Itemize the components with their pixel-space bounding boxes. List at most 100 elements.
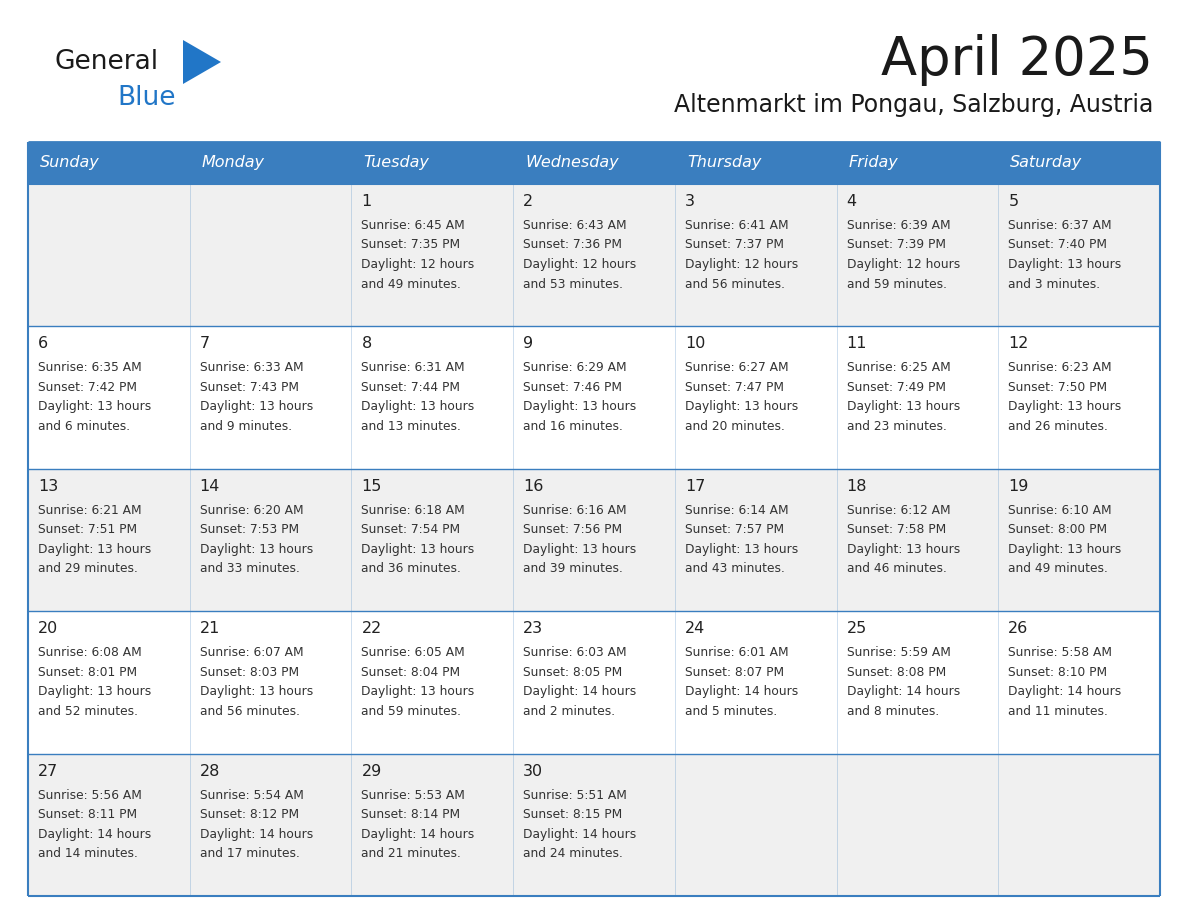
Text: Sunrise: 6:03 AM: Sunrise: 6:03 AM [523, 646, 627, 659]
Text: 7: 7 [200, 336, 210, 352]
Text: Sunrise: 6:16 AM: Sunrise: 6:16 AM [523, 504, 627, 517]
Text: Sunset: 7:53 PM: Sunset: 7:53 PM [200, 523, 299, 536]
Text: 12: 12 [1009, 336, 1029, 352]
Bar [29, 142, 1159, 184]
Text: 21: 21 [200, 621, 220, 636]
Text: Sunrise: 6:45 AM: Sunrise: 6:45 AM [361, 219, 466, 232]
Text: Sunset: 7:58 PM: Sunset: 7:58 PM [847, 523, 946, 536]
Text: Daylight: 13 hours: Daylight: 13 hours [200, 400, 312, 413]
Text: Sunrise: 6:37 AM: Sunrise: 6:37 AM [1009, 219, 1112, 232]
Text: 24: 24 [684, 621, 706, 636]
Text: Daylight: 13 hours: Daylight: 13 hours [361, 543, 475, 555]
Text: Sunset: 7:46 PM: Sunset: 7:46 PM [523, 381, 623, 394]
Text: 17: 17 [684, 479, 706, 494]
Text: 10: 10 [684, 336, 706, 352]
Text: 30: 30 [523, 764, 543, 778]
Bar [29, 184, 1159, 327]
Text: Sunrise: 6:14 AM: Sunrise: 6:14 AM [684, 504, 789, 517]
Text: Monday: Monday [202, 155, 265, 171]
Text: Sunset: 7:44 PM: Sunset: 7:44 PM [361, 381, 461, 394]
Text: Daylight: 13 hours: Daylight: 13 hours [200, 685, 312, 699]
Text: and 36 minutes.: and 36 minutes. [361, 563, 461, 576]
Text: Sunset: 8:04 PM: Sunset: 8:04 PM [361, 666, 461, 678]
Text: and 39 minutes.: and 39 minutes. [523, 563, 623, 576]
Text: 25: 25 [847, 621, 867, 636]
Text: and 5 minutes.: and 5 minutes. [684, 705, 777, 718]
Text: Tuesday: Tuesday [364, 155, 429, 171]
Text: and 26 minutes.: and 26 minutes. [1009, 420, 1108, 433]
Text: 6: 6 [38, 336, 49, 352]
Text: 11: 11 [847, 336, 867, 352]
Text: and 59 minutes.: and 59 minutes. [847, 277, 947, 290]
Polygon shape [183, 40, 221, 84]
Text: 19: 19 [1009, 479, 1029, 494]
Text: Sunset: 7:56 PM: Sunset: 7:56 PM [523, 523, 623, 536]
Text: Sunset: 8:00 PM: Sunset: 8:00 PM [1009, 523, 1107, 536]
Text: Sunrise: 6:29 AM: Sunrise: 6:29 AM [523, 362, 627, 375]
Text: Daylight: 14 hours: Daylight: 14 hours [523, 685, 637, 699]
Text: Saturday: Saturday [1010, 155, 1082, 171]
Text: Daylight: 13 hours: Daylight: 13 hours [361, 685, 475, 699]
Text: and 2 minutes.: and 2 minutes. [523, 705, 615, 718]
Text: 23: 23 [523, 621, 543, 636]
Text: and 3 minutes.: and 3 minutes. [1009, 277, 1100, 290]
Text: Sunset: 7:35 PM: Sunset: 7:35 PM [361, 239, 461, 252]
Text: Daylight: 14 hours: Daylight: 14 hours [847, 685, 960, 699]
Text: Sunrise: 6:39 AM: Sunrise: 6:39 AM [847, 219, 950, 232]
Text: Sunset: 7:49 PM: Sunset: 7:49 PM [847, 381, 946, 394]
Text: Daylight: 13 hours: Daylight: 13 hours [847, 400, 960, 413]
Text: and 16 minutes.: and 16 minutes. [523, 420, 623, 433]
Bar [29, 611, 1159, 754]
Text: 20: 20 [38, 621, 58, 636]
Text: and 59 minutes.: and 59 minutes. [361, 705, 461, 718]
Text: Sunrise: 5:58 AM: Sunrise: 5:58 AM [1009, 646, 1112, 659]
Text: Daylight: 13 hours: Daylight: 13 hours [38, 685, 151, 699]
Text: Sunset: 7:36 PM: Sunset: 7:36 PM [523, 239, 623, 252]
Text: Sunrise: 5:59 AM: Sunrise: 5:59 AM [847, 646, 950, 659]
Text: Sunset: 8:05 PM: Sunset: 8:05 PM [523, 666, 623, 678]
Bar [29, 327, 1159, 469]
Text: April 2025: April 2025 [881, 34, 1154, 86]
Text: Daylight: 13 hours: Daylight: 13 hours [523, 400, 637, 413]
Text: Sunset: 8:03 PM: Sunset: 8:03 PM [200, 666, 299, 678]
Text: Sunrise: 6:20 AM: Sunrise: 6:20 AM [200, 504, 303, 517]
Text: Daylight: 13 hours: Daylight: 13 hours [847, 543, 960, 555]
Text: and 33 minutes.: and 33 minutes. [200, 563, 299, 576]
Text: 4: 4 [847, 194, 857, 209]
Text: Daylight: 14 hours: Daylight: 14 hours [684, 685, 798, 699]
Text: Friday: Friday [848, 155, 898, 171]
Bar [29, 469, 1159, 611]
Text: 9: 9 [523, 336, 533, 352]
Text: Daylight: 14 hours: Daylight: 14 hours [200, 828, 312, 841]
Text: Sunrise: 6:33 AM: Sunrise: 6:33 AM [200, 362, 303, 375]
Text: Sunrise: 6:27 AM: Sunrise: 6:27 AM [684, 362, 789, 375]
Text: and 46 minutes.: and 46 minutes. [847, 563, 947, 576]
Text: 22: 22 [361, 621, 381, 636]
Text: Sunset: 7:47 PM: Sunset: 7:47 PM [684, 381, 784, 394]
Text: Daylight: 14 hours: Daylight: 14 hours [361, 828, 475, 841]
Text: Sunrise: 5:56 AM: Sunrise: 5:56 AM [38, 789, 141, 801]
Text: Sunrise: 6:31 AM: Sunrise: 6:31 AM [361, 362, 465, 375]
Text: Sunrise: 6:23 AM: Sunrise: 6:23 AM [1009, 362, 1112, 375]
Text: Sunday: Sunday [40, 155, 100, 171]
Text: Sunset: 7:40 PM: Sunset: 7:40 PM [1009, 239, 1107, 252]
Text: Daylight: 14 hours: Daylight: 14 hours [523, 828, 637, 841]
Text: Sunset: 8:11 PM: Sunset: 8:11 PM [38, 808, 137, 821]
Text: Daylight: 12 hours: Daylight: 12 hours [847, 258, 960, 271]
Text: and 24 minutes.: and 24 minutes. [523, 847, 623, 860]
Text: Sunset: 8:12 PM: Sunset: 8:12 PM [200, 808, 299, 821]
Text: and 8 minutes.: and 8 minutes. [847, 705, 939, 718]
Text: Daylight: 12 hours: Daylight: 12 hours [684, 258, 798, 271]
Text: 26: 26 [1009, 621, 1029, 636]
Text: Sunrise: 6:35 AM: Sunrise: 6:35 AM [38, 362, 141, 375]
Text: and 56 minutes.: and 56 minutes. [200, 705, 299, 718]
Text: Sunrise: 5:51 AM: Sunrise: 5:51 AM [523, 789, 627, 801]
Text: Sunrise: 6:08 AM: Sunrise: 6:08 AM [38, 646, 141, 659]
Text: Daylight: 14 hours: Daylight: 14 hours [38, 828, 151, 841]
Text: 2: 2 [523, 194, 533, 209]
Text: Daylight: 12 hours: Daylight: 12 hours [361, 258, 475, 271]
Text: and 49 minutes.: and 49 minutes. [361, 277, 461, 290]
Text: 29: 29 [361, 764, 381, 778]
Text: and 20 minutes.: and 20 minutes. [684, 420, 785, 433]
Text: and 14 minutes.: and 14 minutes. [38, 847, 138, 860]
